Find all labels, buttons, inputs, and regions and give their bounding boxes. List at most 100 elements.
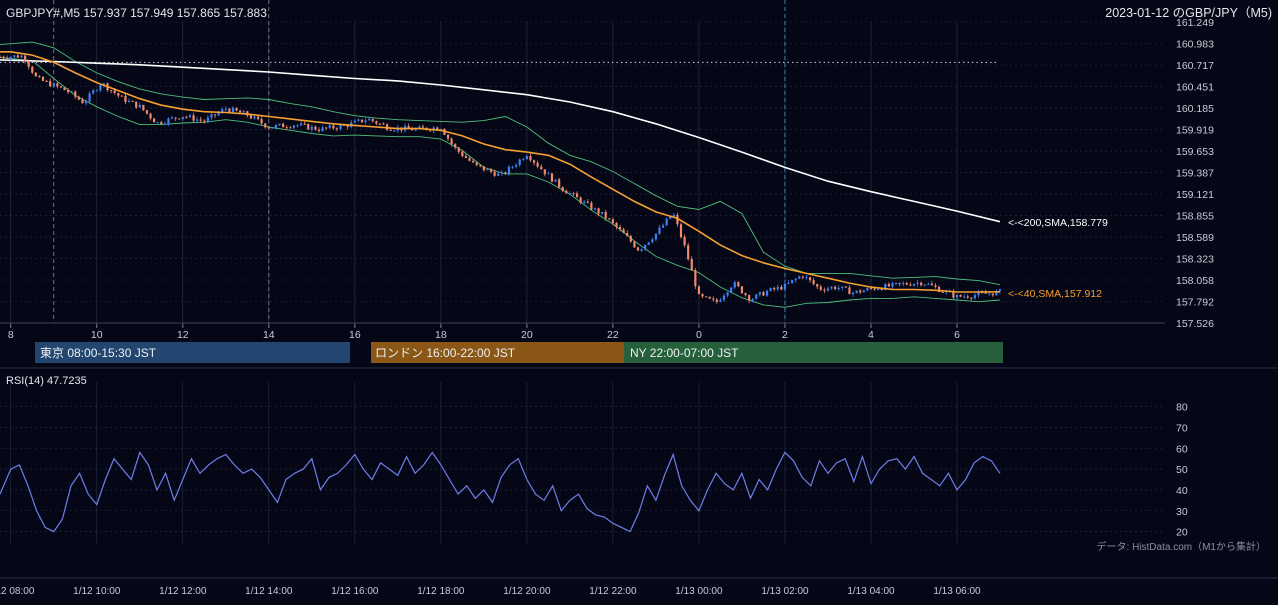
candle-body: [794, 278, 797, 281]
candle-body: [952, 291, 955, 298]
candle-body: [941, 291, 944, 293]
source-note: データ: HistData.com（M1から集計）: [1097, 540, 1266, 553]
candle-body: [242, 111, 245, 113]
price-tick-label: 160.451: [1176, 82, 1214, 94]
candle-body: [834, 286, 837, 290]
candle-body: [963, 296, 966, 298]
candle-body: [342, 124, 346, 126]
candle-body: [927, 283, 930, 285]
price-tick-label: 159.653: [1176, 146, 1214, 158]
candle-body: [740, 286, 744, 294]
candle-body: [49, 81, 52, 87]
hour-tick-label: 12: [177, 329, 189, 341]
candle-body: [206, 117, 209, 122]
candle-body: [679, 224, 683, 238]
candle-body: [877, 289, 880, 291]
candle-body: [92, 90, 95, 94]
candle-body: [884, 284, 887, 290]
candle-body: [249, 115, 252, 119]
candle-body: [550, 173, 554, 182]
candle-body: [228, 108, 231, 113]
candle-body: [758, 292, 761, 295]
candle-body: [99, 85, 102, 91]
rsi-tick-label: 50: [1176, 464, 1188, 476]
candle-body: [726, 292, 729, 296]
candle-body: [332, 125, 335, 129]
hour-tick-label: 10: [91, 329, 103, 341]
candle-body: [694, 270, 697, 287]
candle-body: [898, 282, 901, 284]
candle-body: [669, 216, 672, 219]
candle-body: [593, 208, 597, 210]
candle-body: [489, 169, 493, 172]
candle-body: [375, 121, 378, 124]
candle-body: [905, 283, 908, 285]
candle-body: [629, 236, 632, 242]
candle-body: [611, 219, 615, 223]
candle-body: [9, 56, 12, 59]
candle-body: [393, 130, 396, 132]
candle-body: [0, 56, 2, 58]
sma200-annotation: <-<200,SMA,158.779: [1008, 217, 1108, 229]
candle-body: [676, 214, 679, 225]
candle-body: [644, 244, 647, 250]
candle-body: [511, 166, 514, 168]
candle-body: [529, 156, 532, 161]
session-tokyo-label: 東京 08:00-15:30 JST: [40, 346, 157, 360]
candle-body: [328, 125, 331, 129]
candle-body: [6, 58, 9, 60]
candle-body: [196, 119, 199, 121]
candle-body: [504, 172, 507, 174]
sma200-path: [0, 59, 1001, 223]
candle-body: [170, 117, 174, 119]
candle-body: [920, 282, 923, 286]
candle-body: [178, 118, 181, 120]
candle-body: [454, 144, 457, 148]
candle-body: [339, 124, 342, 129]
hour-tick-label: 2: [782, 329, 788, 341]
candle-body: [722, 295, 726, 300]
candle-body: [188, 115, 192, 117]
candle-body: [59, 86, 63, 88]
session-newyork: [624, 342, 1003, 363]
price-axis: 161.249 160.983 160.717 160.451 160.185 159.9…: [1176, 17, 1214, 330]
candle-body: [67, 90, 70, 93]
candle-body: [755, 294, 758, 300]
price-tick-label: 158.058: [1176, 275, 1214, 287]
sma40-line: [0, 51, 1001, 293]
hour-tick-label: 14: [263, 329, 275, 341]
candle-body: [636, 247, 640, 251]
candle-body: [909, 284, 912, 286]
candle-body: [120, 95, 123, 97]
candle-body: [733, 282, 736, 288]
candle-body: [773, 287, 776, 290]
candle-body: [536, 162, 539, 167]
candle-body: [988, 293, 991, 295]
candle-body: [486, 169, 489, 171]
candle-body: [532, 160, 536, 163]
candle-body: [923, 284, 926, 286]
candle-body: [335, 128, 339, 130]
candle-body: [239, 110, 242, 113]
candle-body: [181, 116, 184, 120]
candle-body: [522, 159, 525, 161]
hour-tick-label: 18: [435, 329, 447, 341]
candle-body: [418, 126, 421, 129]
candle-body: [690, 258, 693, 271]
candle-body: [317, 129, 321, 132]
candle-body: [217, 112, 220, 116]
candle-body: [647, 242, 650, 245]
candle-body: [554, 179, 557, 182]
candle-body: [543, 169, 546, 175]
candle-body: [482, 166, 485, 171]
candle-body: [995, 290, 998, 296]
candle-body: [805, 277, 808, 279]
price-tick-label: 158.855: [1176, 211, 1214, 223]
candle-body: [651, 239, 654, 243]
candle-body: [891, 282, 894, 287]
rsi-axis: 80 70 60 50 40 30 20: [1176, 402, 1188, 539]
candle-body: [719, 299, 722, 302]
candle-body: [20, 55, 23, 58]
price-tick-label: 161.249: [1176, 17, 1214, 29]
